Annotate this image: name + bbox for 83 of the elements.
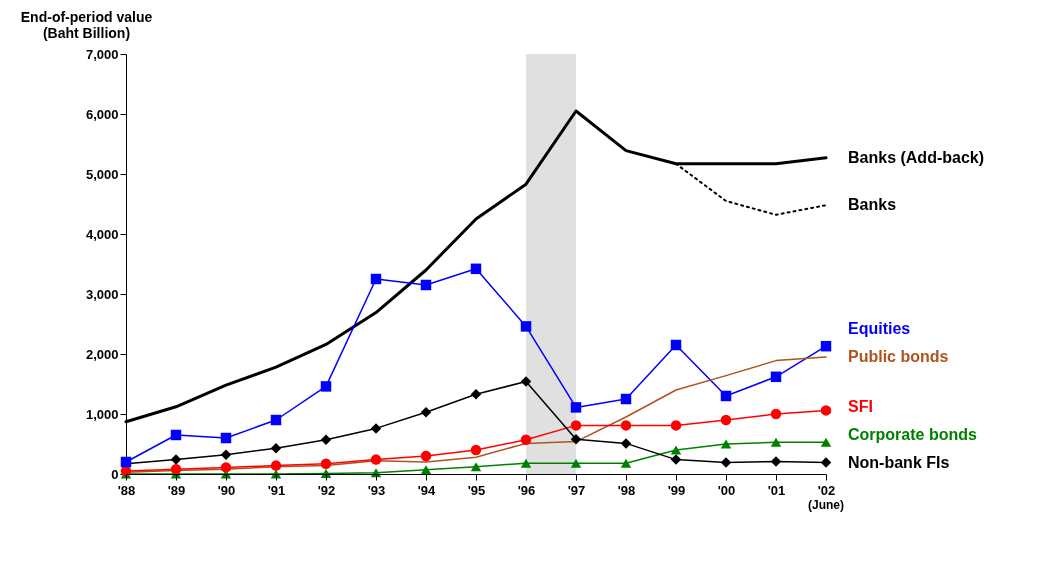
y-tick-label: 4,000 [85,226,119,242]
y-tick-label: 2,000 [85,346,119,362]
x-tick-label: '92 [317,482,336,498]
point [370,454,382,465]
point [370,423,382,434]
x-tick-label: '97 [567,482,586,498]
series-label: Corporate bonds [848,425,977,443]
point [270,414,282,426]
point [670,339,682,351]
point [620,420,632,431]
point [320,458,332,470]
point [620,458,632,468]
point [420,406,432,418]
series-label: SFI [848,398,873,416]
x-tick-label: '89 [167,482,186,498]
point [270,460,282,471]
point [670,454,682,465]
point [420,279,432,291]
point [570,433,582,445]
point [770,437,782,447]
x-tick-label: '94 [417,482,437,498]
point [770,408,782,420]
point [270,442,282,454]
point [570,402,582,413]
x-tick-label: '95 [467,482,486,498]
point [520,321,532,332]
point [770,456,782,467]
point [170,463,182,475]
x-tick-label: '99 [667,482,686,498]
point [820,405,832,416]
point [820,457,832,468]
y-tick-label: 5,000 [85,166,119,182]
x-tick-label: '90 [217,482,236,498]
point [420,465,432,475]
point [720,439,732,449]
y-tick-label: 0 [111,466,119,482]
point [420,450,432,462]
series-label: Banks [848,196,897,214]
point [620,438,632,449]
point [770,371,782,383]
point [820,437,832,447]
point [570,420,582,431]
point [470,444,482,456]
x-tick-label: '98 [617,482,636,498]
point [820,340,832,352]
series-label: Public bonds [848,348,949,365]
series-label: Non-bank FIs [848,453,950,471]
point [220,462,232,473]
x-tick-label: '91 [267,482,286,498]
y-tick-label: 1,000 [85,406,119,422]
point [670,420,682,431]
point [170,429,182,441]
x-tick-label: '93 [367,482,386,498]
x-tick-label: '96 [517,482,536,498]
point [470,388,482,400]
point [470,462,482,472]
x-tick-label: '01 [767,482,786,498]
x-tick-label: '00 [717,482,736,498]
series-label: Equities [848,320,911,338]
point [470,263,482,275]
point [370,273,382,285]
y-tick-label: 3,000 [85,286,119,302]
x-tick-label: '02 [817,482,836,498]
point [570,458,582,468]
point [220,432,232,444]
point [670,445,682,455]
point [170,454,182,465]
text: (June) [808,498,844,512]
point [520,458,532,468]
point [320,434,332,446]
series-label: Banks (Add-back) [848,148,985,166]
point [720,414,732,426]
x-tick-label: '88 [117,482,136,498]
point [620,393,632,405]
point [520,434,532,446]
y-tick-label: 7,000 [85,46,119,62]
point [720,457,732,468]
point [720,390,732,402]
point [220,449,232,461]
point [320,381,332,392]
y-tick-label: 6,000 [85,106,119,122]
point [520,376,532,387]
y-axis-title: End-of-period value (Baht Billion) [20,8,153,41]
